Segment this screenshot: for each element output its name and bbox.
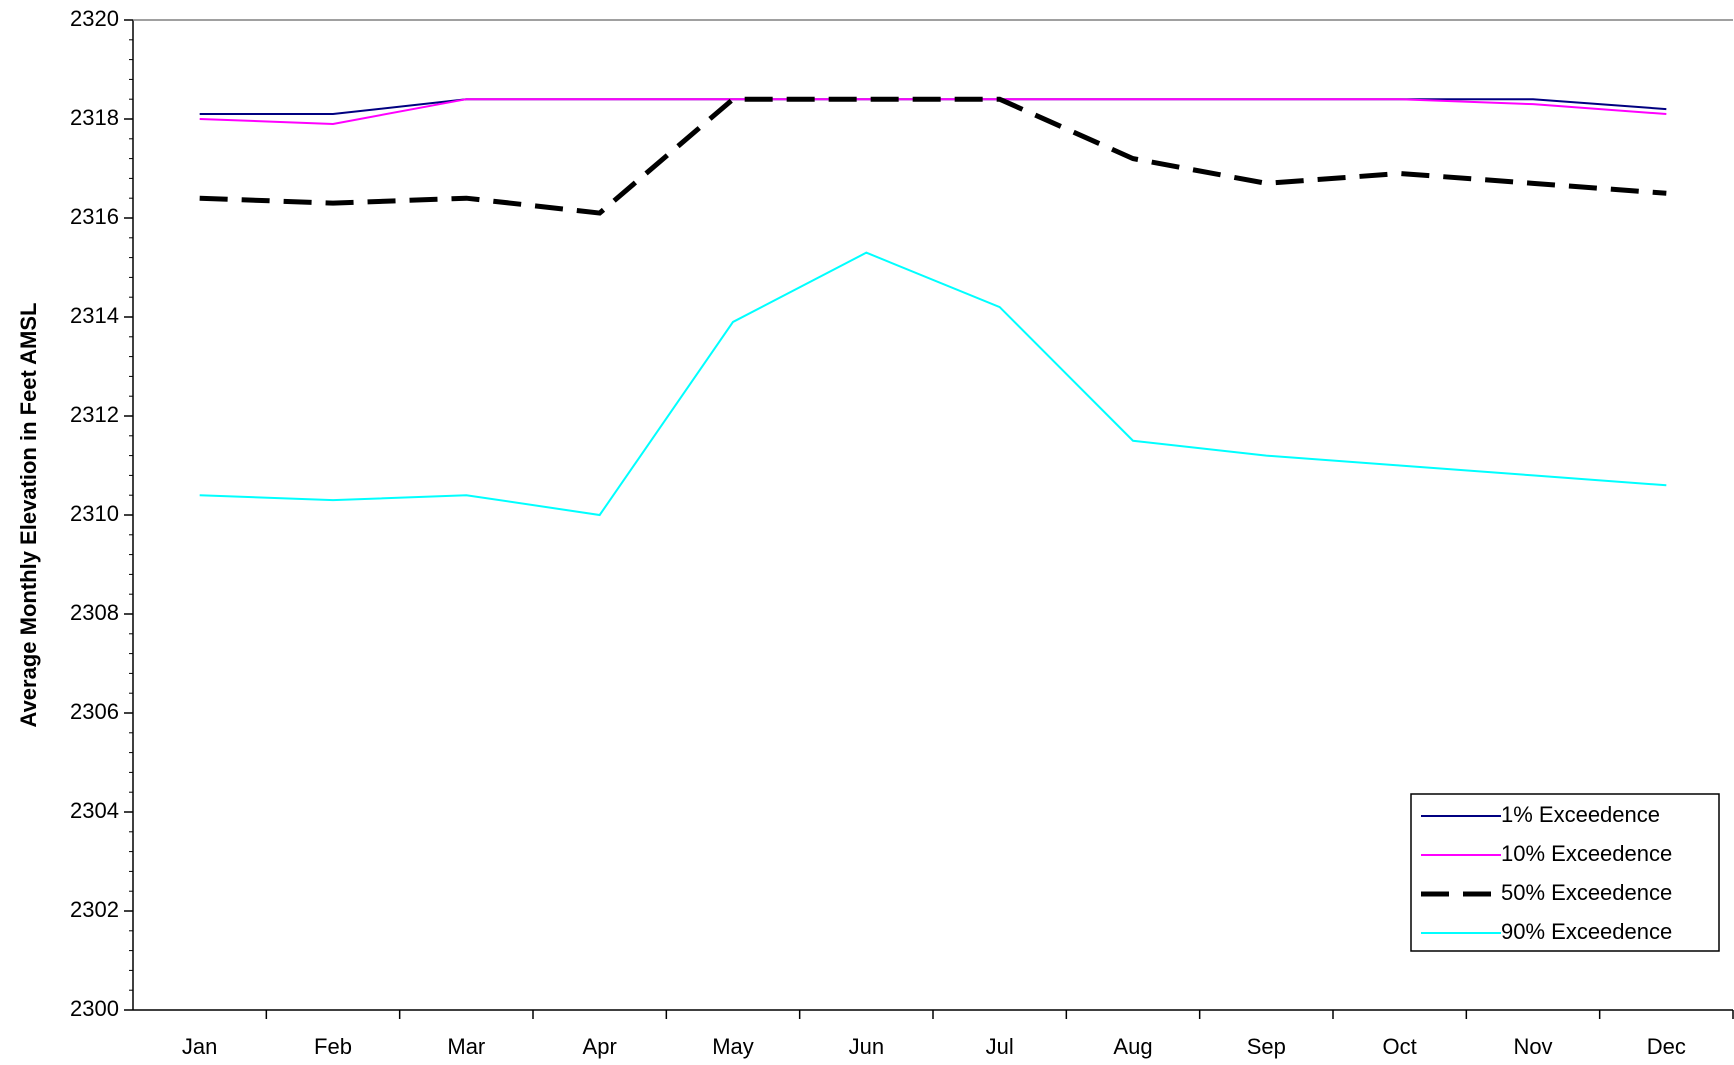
x-tick-label: Oct <box>1383 1034 1417 1059</box>
x-tick-label: May <box>712 1034 754 1059</box>
series-line <box>199 251 1667 517</box>
series-line <box>199 98 1667 125</box>
y-tick-label: 2314 <box>70 303 119 328</box>
series-line <box>199 96 1667 216</box>
x-tick-label: Jul <box>986 1034 1014 1059</box>
y-tick-label: 2300 <box>70 996 119 1021</box>
y-tick-label: 2308 <box>70 600 119 625</box>
y-tick-label: 2310 <box>70 501 119 526</box>
legend-label: 1% Exceedence <box>1501 802 1660 827</box>
y-tick-label: 2304 <box>70 798 119 823</box>
x-tick-label: Aug <box>1113 1034 1152 1059</box>
y-tick-label: 2302 <box>70 897 119 922</box>
x-tick-label: Jan <box>182 1034 217 1059</box>
y-axis-title: Average Monthly Elevation in Feet AMSL <box>16 303 41 728</box>
y-tick-label: 2306 <box>70 699 119 724</box>
y-tick-label: 2320 <box>70 6 119 31</box>
y-tick-label: 2318 <box>70 105 119 130</box>
x-tick-label: Mar <box>447 1034 485 1059</box>
x-tick-label: Apr <box>583 1034 617 1059</box>
legend-box <box>1410 793 1720 952</box>
x-tick-label: Feb <box>314 1034 352 1059</box>
legend-label: 10% Exceedence <box>1501 841 1672 866</box>
x-tick-label: Nov <box>1513 1034 1552 1059</box>
y-tick-label: 2316 <box>70 204 119 229</box>
x-tick-label: Sep <box>1247 1034 1286 1059</box>
legend-label: 90% Exceedence <box>1501 919 1672 944</box>
x-tick-label: Jun <box>849 1034 884 1059</box>
x-tick-label: Dec <box>1647 1034 1686 1059</box>
y-tick-label: 2312 <box>70 402 119 427</box>
legend-label: 50% Exceedence <box>1501 880 1672 905</box>
